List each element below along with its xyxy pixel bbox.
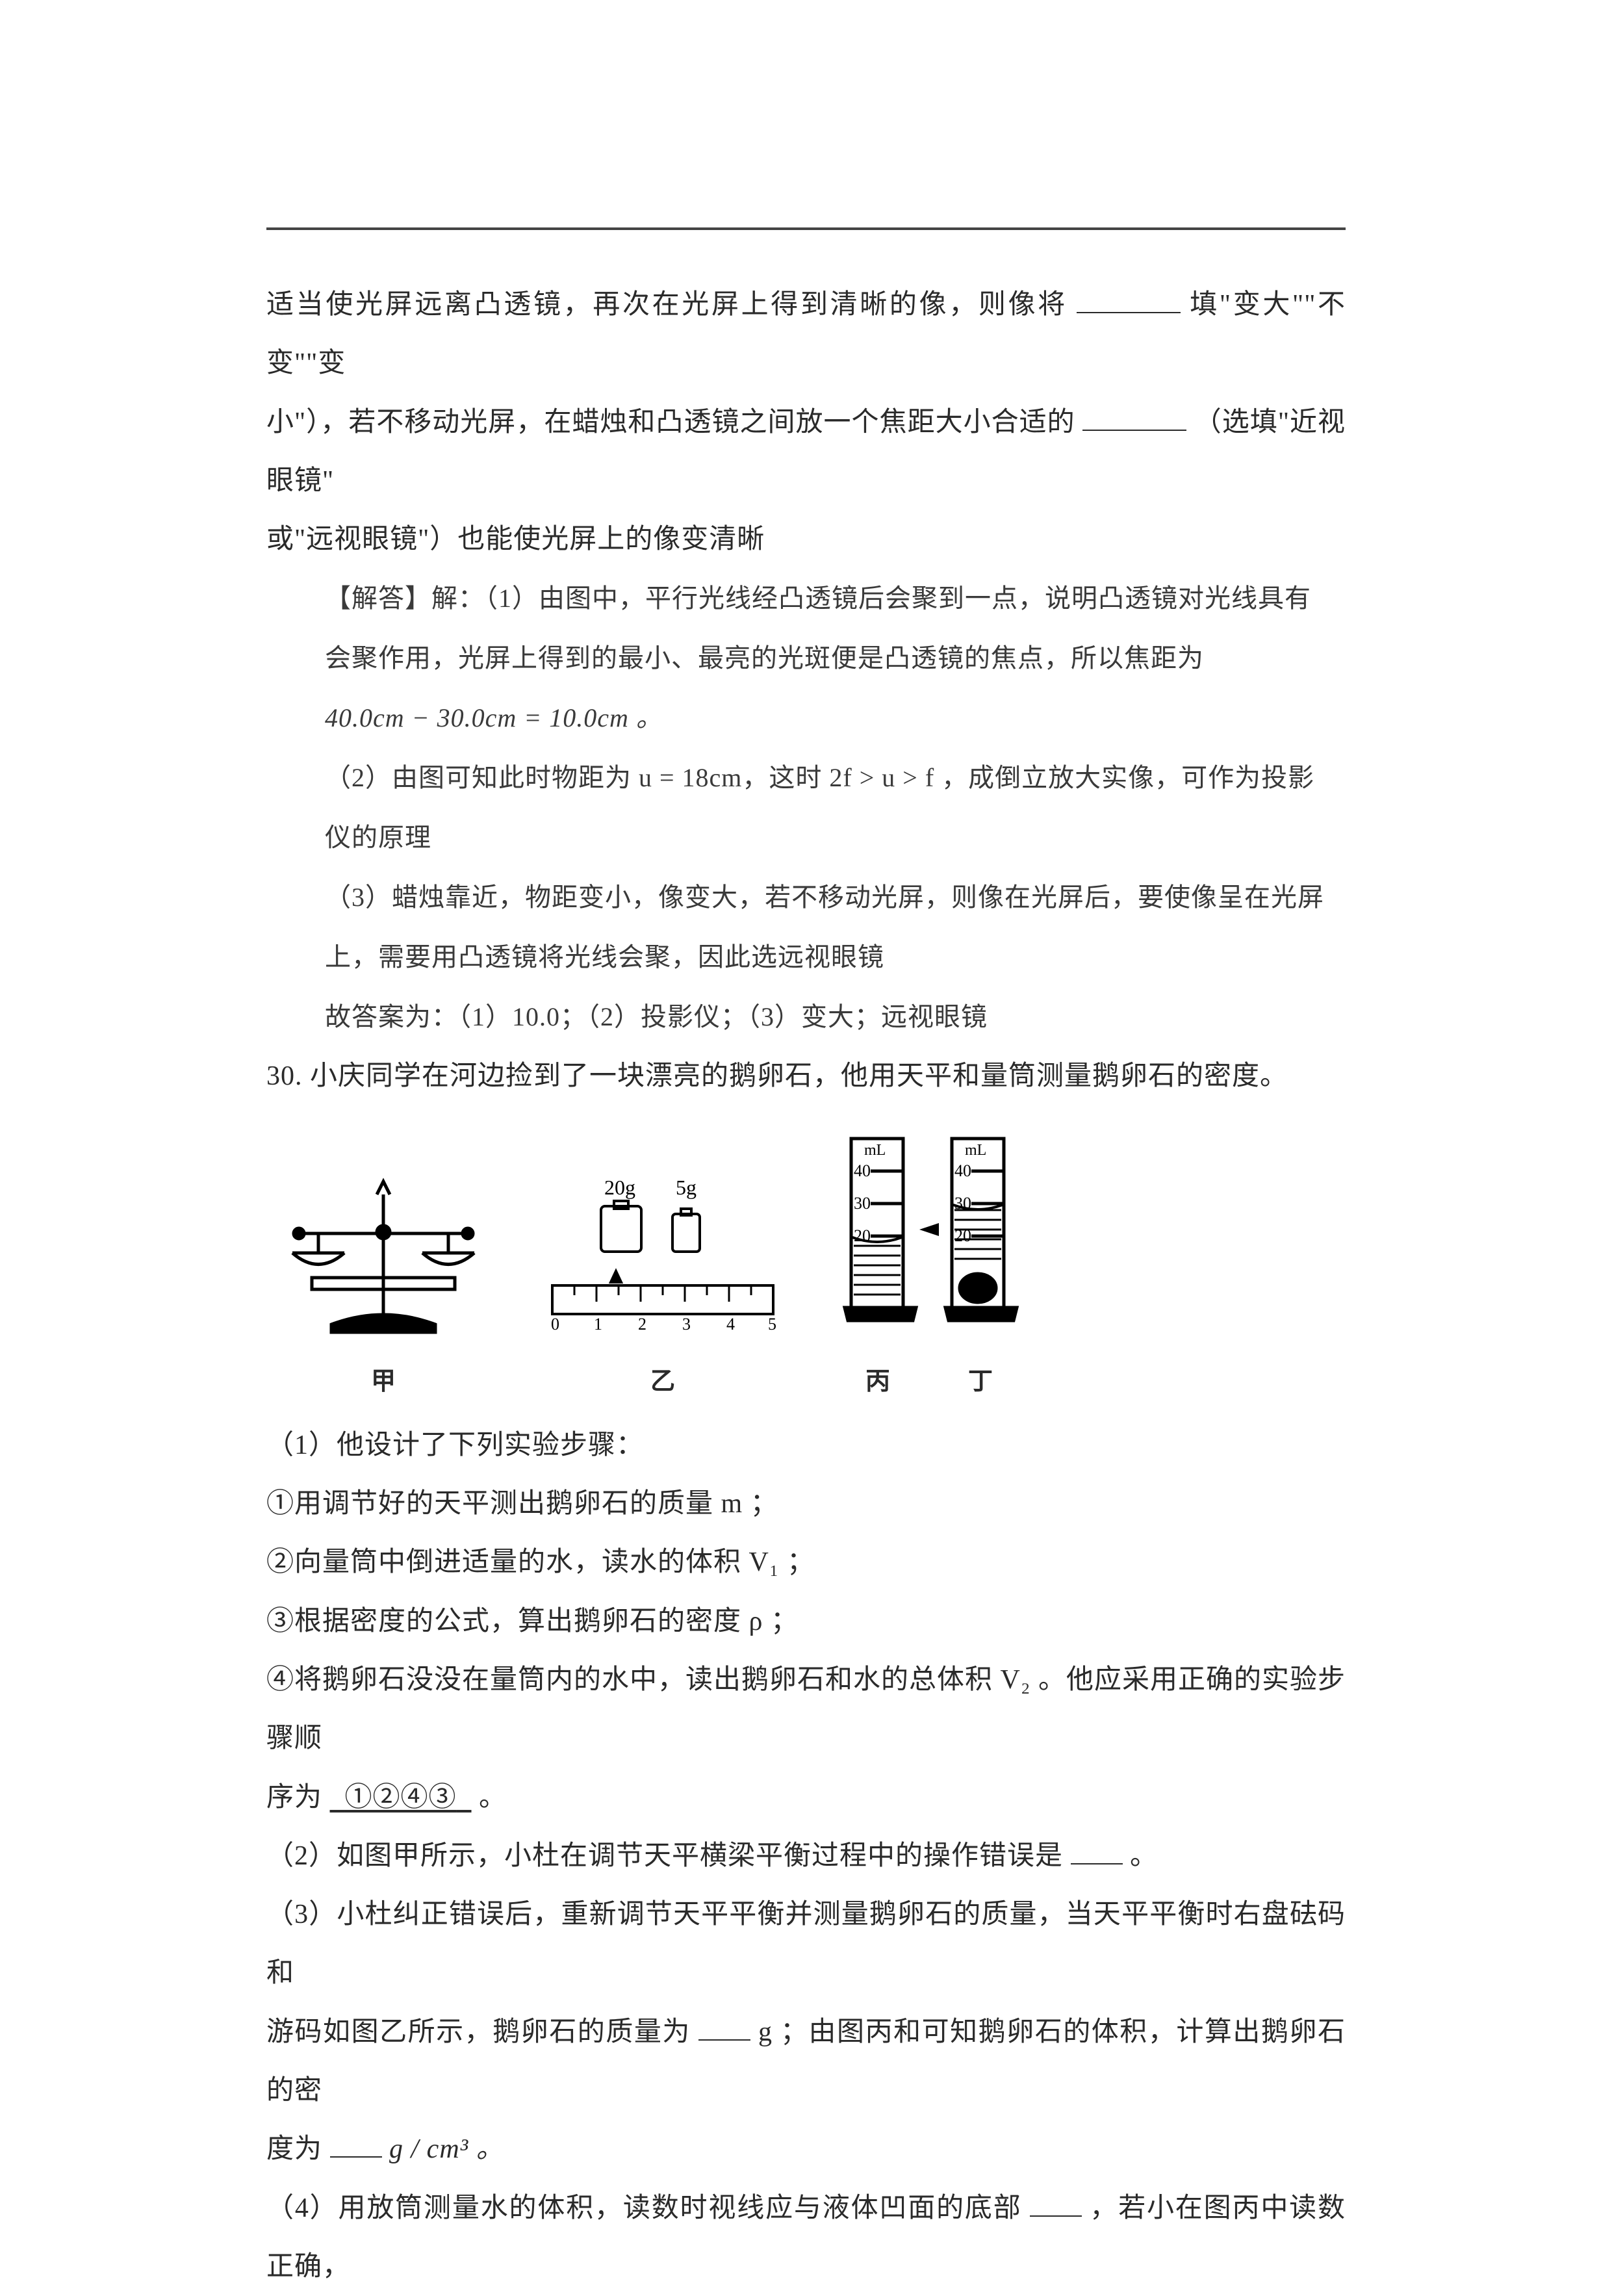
- svg-text:30: 30: [854, 1194, 871, 1213]
- text: ④将鹅卵石没没在量筒内的水中，读出鹅卵石和水的总体积 V₂ 。他应采用正确的实验…: [266, 1665, 1346, 1753]
- cont-para-line3: 或"远视眼镜"）也能使光屏上的像变清晰: [266, 510, 1346, 569]
- text: 仪的原理: [325, 823, 431, 852]
- q30-step1: ①用调节好的天平测出鹅卵石的质量 m ；: [266, 1475, 1346, 1533]
- text: （2）如图甲所示，小杜在调节天平横梁平衡过程中的操作错误是: [266, 1841, 1063, 1871]
- text: 小庆同学在河边捡到了一块漂亮的鹅卵石，他用天平和量筒测量鹅卵石的密度。: [310, 1061, 1288, 1091]
- unit-gcm3: g / cm³ 。: [389, 2134, 504, 2164]
- svg-text:1: 1: [594, 1315, 602, 1334]
- q30-stem: 30. 小庆同学在河边捡到了一块漂亮的鹅卵石，他用天平和量筒测量鹅卵石的密度。: [266, 1047, 1346, 1105]
- blank-field[interactable]: [1071, 1836, 1123, 1864]
- q30-p1: （1）他设计了下列实验步骤：: [266, 1416, 1346, 1475]
- figure-row: 甲 20g 5g: [273, 1126, 1346, 1397]
- text: ②向量筒中倒进适量的水，读水的体积 V₁ ；: [266, 1547, 815, 1577]
- cont-para-line2: 小"），若不移动光屏，在蜡烛和凸透镜之间放一个焦距大小合适的 （选填"近视眼镜": [266, 393, 1346, 511]
- q30-step4b: 序为 ①②④③ 。: [266, 1768, 1346, 1827]
- blank-field[interactable]: [1077, 285, 1181, 313]
- q30-p3-line1: （3）小杜纠正错误后，重新调节天平平衡并测量鹅卵石的质量，当天平平衡时右盘砝码和: [266, 1885, 1346, 2003]
- text: 小"），若不移动光屏，在蜡烛和凸透镜之间放一个焦距大小合适的: [266, 407, 1075, 437]
- cont-para-line1: 适当使光屏远离凸透镜，再次在光屏上得到清晰的像，则像将 填"变大""不变""变: [266, 276, 1346, 393]
- text: 度为: [266, 2134, 322, 2164]
- text: （1）他设计了下列实验步骤：: [266, 1430, 644, 1460]
- q30-p4: （4）用放筒测量水的体积，读数时视线应与液体凹面的底部 ，若小在图丙中读数正确，: [266, 2179, 1346, 2296]
- answer-line: 仪的原理: [266, 808, 1346, 868]
- svg-text:40: 40: [954, 1161, 971, 1180]
- blank-field[interactable]: [1082, 402, 1186, 431]
- q30-p3-line2: 游码如图乙所示，鹅卵石的质量为 g ；由图丙和可知鹅卵石的体积，计算出鹅卵石的密: [266, 2003, 1346, 2121]
- figure-label: 乙: [650, 1361, 675, 1397]
- weights-icon: 20g 5g: [539, 1155, 786, 1350]
- figure-balance: 甲: [273, 1155, 494, 1397]
- svg-text:5: 5: [768, 1315, 776, 1334]
- q30-p3-line3: 度为 g / cm³ 。: [266, 2120, 1346, 2178]
- text: （2）由图可知此时物距为 u = 18cm，这时 2f > u > f ，成倒立…: [325, 763, 1314, 792]
- unit-ml: mL: [965, 1142, 986, 1159]
- text: 游码如图乙所示，鹅卵石的质量为: [266, 2017, 691, 2047]
- text: 。: [479, 1783, 507, 1812]
- q30-step4a: ④将鹅卵石没没在量筒内的水中，读出鹅卵石和水的总体积 V₂ 。他应采用正确的实验…: [266, 1651, 1346, 1768]
- text: 序为: [266, 1783, 322, 1812]
- text: （3）小杜纠正错误后，重新调节天平平衡并测量鹅卵石的质量，当天平平衡时右盘砝码和: [266, 1900, 1346, 1988]
- text: 适当使光屏远离凸透镜，再次在光屏上得到清晰的像，则像将: [266, 290, 1068, 320]
- q-number: 30.: [266, 1061, 303, 1091]
- text: 或"远视眼镜"）也能使光屏上的像变清晰: [266, 524, 765, 554]
- answer-line: （3）蜡烛靠近，物距变小，像变大，若不移动光屏，则像在光屏后，要使像呈在光屏: [266, 868, 1346, 927]
- answer-line: 会聚作用，光屏上得到的最小、最亮的光斑便是凸透镜的焦点，所以焦距为: [266, 628, 1346, 688]
- svg-text:40: 40: [854, 1161, 871, 1180]
- weight-label-5g: 5g: [676, 1176, 697, 1199]
- top-rule: [266, 227, 1346, 230]
- answer-line: （2）由图可知此时物距为 u = 18cm，这时 2f > u > f ，成倒立…: [266, 748, 1346, 808]
- content-column: 适当使光屏远离凸透镜，再次在光屏上得到清晰的像，则像将 填"变大""不变""变 …: [266, 227, 1346, 2296]
- answer-underlined: ①②④③: [330, 1783, 472, 1812]
- figure-label: 丙: [865, 1361, 890, 1397]
- text: 故答案为：（1）10.0；（2）投影仪；（3）变大；远视眼镜: [325, 1002, 988, 1031]
- figure-label: 丁: [968, 1361, 993, 1397]
- answer-line: 上，需要用凸透镜将光线会聚，因此选远视眼镜: [266, 927, 1346, 987]
- svg-text:0: 0: [551, 1315, 559, 1334]
- figure-cylinders: mL 40 30 20: [832, 1126, 1027, 1397]
- answer-line: 【解答】解：（1）由图中，平行光线经凸透镜后会聚到一点，说明凸透镜对光线具有: [266, 569, 1346, 628]
- blank-field[interactable]: [1030, 2188, 1082, 2217]
- text: （3）蜡烛靠近，物距变小，像变大，若不移动光屏，则像在光屏后，要使像呈在光屏: [325, 883, 1324, 912]
- svg-text:2: 2: [638, 1315, 646, 1334]
- blank-field[interactable]: [698, 2012, 750, 2041]
- text: ③根据密度的公式，算出鹅卵石的密度 ρ ；: [266, 1606, 799, 1636]
- answer-formula: 40.0cm − 30.0cm = 10.0cm 。: [266, 688, 1346, 748]
- weight-label-20g: 20g: [604, 1176, 635, 1199]
- answer-line: 故答案为：（1）10.0；（2）投影仪；（3）变大；远视眼镜: [266, 987, 1346, 1047]
- q30-step2: ②向量筒中倒进适量的水，读水的体积 V₁ ；: [266, 1533, 1346, 1592]
- text: （4）用放筒测量水的体积，读数时视线应与液体凹面的底部: [266, 2193, 1022, 2223]
- text: 会聚作用，光屏上得到的最小、最亮的光斑便是凸透镜的焦点，所以焦距为: [325, 643, 1204, 673]
- q30-step3: ③根据密度的公式，算出鹅卵石的密度 ρ ；: [266, 1592, 1346, 1651]
- balance-icon: [273, 1155, 494, 1350]
- blank-field[interactable]: [330, 2129, 382, 2158]
- q30-p2: （2）如图甲所示，小杜在调节天平横梁平衡过程中的操作错误是 。: [266, 1827, 1346, 1885]
- figure-label: 甲: [371, 1361, 396, 1397]
- svg-text:3: 3: [682, 1315, 691, 1334]
- text: 40.0cm − 30.0cm = 10.0cm 。: [325, 703, 663, 732]
- text: 【解答】解：（1）由图中，平行光线经凸透镜后会聚到一点，说明凸透镜对光线具有: [325, 584, 1311, 613]
- exam-page: 适当使光屏远离凸透镜，再次在光屏上得到清晰的像，则像将 填"变大""不变""变 …: [0, 0, 1612, 2280]
- figure-weights: 20g 5g: [539, 1155, 786, 1397]
- text: ①用调节好的天平测出鹅卵石的质量 m ；: [266, 1489, 778, 1519]
- answer-text: ①②④③: [345, 1783, 457, 1812]
- svg-text:4: 4: [726, 1315, 735, 1334]
- text: 上，需要用凸透镜将光线会聚，因此选远视眼镜: [325, 942, 884, 972]
- unit-ml: mL: [864, 1142, 886, 1159]
- text: 。: [1130, 1841, 1158, 1871]
- cylinders-icon: mL 40 30 20: [832, 1126, 1027, 1340]
